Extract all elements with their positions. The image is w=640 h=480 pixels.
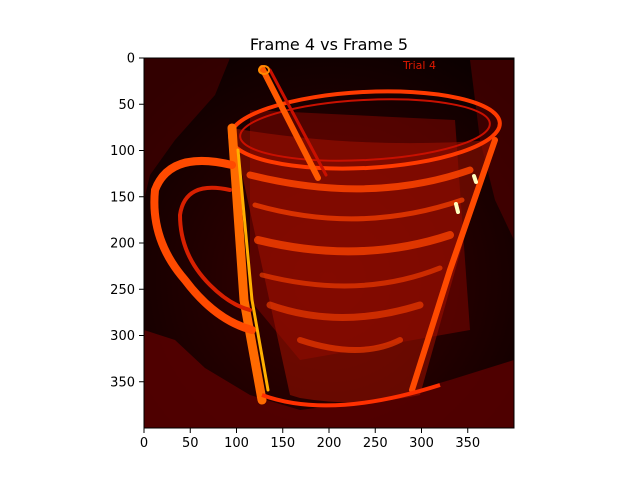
x-tick-label: 100 <box>224 436 249 451</box>
mug-left-wall <box>227 123 267 405</box>
y-tick-label: 50 <box>118 98 135 113</box>
peak-marks <box>454 174 478 214</box>
y-axis: 0 50 100 150 200 250 300 350 <box>110 52 144 390</box>
plot-area: Trial 4 <box>144 58 514 428</box>
y-tick-label: 150 <box>110 190 135 205</box>
y-tick-label: 100 <box>110 144 135 159</box>
x-tick-label: 350 <box>455 436 480 451</box>
y-tick-label: 250 <box>110 283 135 298</box>
y-tick-label: 300 <box>110 329 135 344</box>
mug-bottom <box>261 383 441 408</box>
mug-handle <box>150 156 256 334</box>
x-axis: 0 50 100 150 200 250 300 350 <box>140 428 480 451</box>
x-tick-label: 150 <box>270 436 295 451</box>
x-tick-label: 300 <box>409 436 434 451</box>
chart-title: Frame 4 vs Frame 5 <box>250 35 408 54</box>
x-tick-label: 200 <box>317 436 342 451</box>
mug-right-wall <box>409 137 498 393</box>
straw <box>259 65 321 181</box>
y-tick-label: 0 <box>127 52 135 67</box>
x-tick-label: 50 <box>182 436 199 451</box>
y-tick-label: 200 <box>110 237 135 252</box>
mug-stripes <box>246 166 474 353</box>
y-tick-label: 350 <box>110 375 135 390</box>
trial-annotation: Trial 4 <box>402 59 436 72</box>
x-tick-label: 0 <box>140 436 148 451</box>
x-tick-label: 250 <box>363 436 388 451</box>
